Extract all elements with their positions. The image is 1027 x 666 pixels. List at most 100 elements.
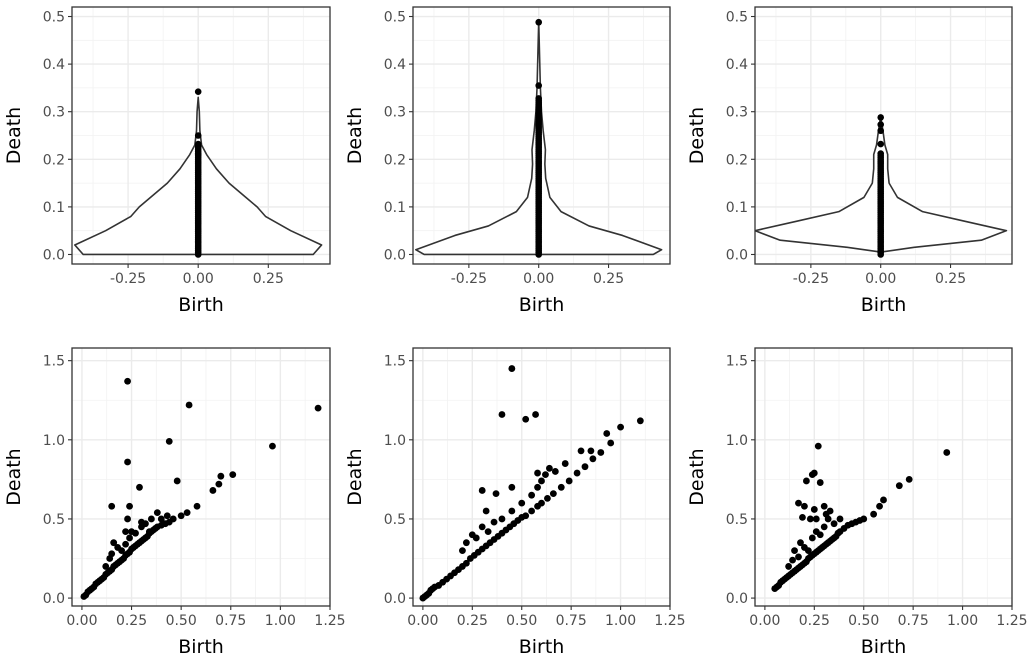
data-point bbox=[478, 487, 486, 494]
data-point bbox=[118, 547, 126, 555]
x-tick-label: 1.25 bbox=[654, 613, 685, 629]
data-point bbox=[816, 531, 824, 539]
data-point bbox=[812, 515, 820, 523]
y-axis-title: Death bbox=[3, 448, 25, 505]
data-point bbox=[535, 95, 543, 102]
data-point bbox=[532, 411, 539, 418]
data-layer bbox=[771, 442, 951, 592]
data-point bbox=[194, 132, 202, 139]
panel-border bbox=[754, 6, 1013, 265]
x-tick-label: 0.75 bbox=[556, 613, 587, 629]
panel-6-scatter: 0.00 0.25 0.50 0.75 1.00 1.25 0.0 0.5 1.0 1.5 Birt… bbox=[686, 347, 1027, 658]
data-point bbox=[581, 463, 589, 471]
data-point bbox=[860, 515, 868, 523]
data-point bbox=[795, 499, 802, 507]
y-tick-label: 0.2 bbox=[384, 152, 406, 168]
x-tick-label: 0.00 bbox=[66, 613, 97, 629]
data-point bbox=[478, 523, 486, 531]
data-point bbox=[185, 401, 193, 409]
data-point bbox=[880, 496, 887, 504]
y-tick-label: 0.2 bbox=[43, 152, 65, 168]
x-tick-label: 0.25 bbox=[799, 613, 830, 629]
data-point bbox=[102, 563, 110, 570]
data-point bbox=[177, 512, 185, 520]
data-point bbox=[905, 475, 913, 483]
data-point bbox=[814, 442, 822, 450]
data-point bbox=[877, 140, 885, 148]
data-point bbox=[877, 150, 885, 157]
y-tick-label: 0.5 bbox=[726, 10, 748, 26]
y-tick-label: 0.4 bbox=[726, 57, 748, 73]
x-tick-label: 0.50 bbox=[848, 613, 879, 629]
x-tick-label: 0.00 bbox=[749, 613, 780, 629]
x-tick-label: 0.75 bbox=[898, 613, 929, 629]
data-point bbox=[791, 547, 798, 555]
data-point bbox=[508, 365, 516, 372]
data-point bbox=[589, 455, 597, 463]
data-point bbox=[587, 447, 595, 455]
x-axis-title: Birth bbox=[861, 636, 907, 658]
x-tick-label: 0.00 bbox=[523, 271, 554, 287]
y-tick-label: 1.5 bbox=[43, 354, 65, 370]
data-point bbox=[535, 82, 543, 89]
data-point bbox=[193, 502, 201, 510]
data-point bbox=[169, 515, 177, 523]
data-point bbox=[132, 529, 139, 537]
y-tick-label: 1.5 bbox=[726, 354, 748, 370]
data-point bbox=[490, 518, 498, 526]
data-point bbox=[803, 477, 810, 485]
data-point bbox=[528, 491, 536, 499]
data-point bbox=[462, 539, 470, 547]
data-point bbox=[538, 477, 545, 485]
x-tick-label: 0.00 bbox=[865, 271, 896, 287]
y-tick-label: 0.3 bbox=[43, 105, 65, 121]
panel-border bbox=[754, 347, 1013, 607]
data-point bbox=[830, 520, 838, 528]
x-tick-label: 1.25 bbox=[996, 613, 1027, 629]
data-point bbox=[577, 447, 585, 455]
data-point bbox=[799, 513, 806, 521]
data-point bbox=[157, 515, 165, 523]
data-point bbox=[459, 547, 466, 555]
panel-4-scatter: 0.00 0.25 0.50 0.75 1.00 1.25 0.0 0.5 1.0 1.5 Birt… bbox=[3, 347, 346, 658]
data-point bbox=[146, 528, 153, 536]
y-tick-label: 0.0 bbox=[43, 591, 65, 607]
data-point bbox=[124, 515, 131, 523]
data-point bbox=[551, 468, 559, 475]
data-point bbox=[836, 515, 844, 523]
data-point bbox=[110, 539, 118, 547]
x-tick-label: -0.25 bbox=[110, 271, 146, 287]
x-axis-title: Birth bbox=[519, 636, 565, 658]
data-point bbox=[546, 464, 553, 472]
data-point bbox=[217, 472, 225, 480]
data-point bbox=[806, 515, 814, 523]
y-tick-label: 0.0 bbox=[384, 247, 406, 263]
data-point bbox=[153, 509, 161, 517]
data-point bbox=[895, 482, 903, 490]
data-point bbox=[561, 460, 569, 467]
data-layer bbox=[414, 18, 663, 258]
data-point bbox=[810, 506, 818, 513]
data-point bbox=[603, 430, 611, 437]
x-tick-label: 1.00 bbox=[947, 613, 978, 629]
y-tick-label: 0.5 bbox=[384, 10, 406, 26]
data-point bbox=[804, 547, 812, 555]
data-point bbox=[617, 423, 624, 431]
data-point bbox=[534, 469, 541, 477]
data-point bbox=[820, 502, 828, 510]
data-point bbox=[565, 477, 573, 485]
data-point bbox=[528, 507, 536, 515]
x-axis-title: Birth bbox=[178, 294, 224, 316]
data-point bbox=[124, 377, 131, 385]
panel-border bbox=[71, 6, 331, 265]
x-tick-label: 0.00 bbox=[407, 613, 438, 629]
x-tick-label: -0.25 bbox=[451, 271, 487, 287]
data-point bbox=[508, 507, 516, 515]
y-tick-label: 0.0 bbox=[43, 247, 65, 263]
x-tick-label: 0.75 bbox=[215, 613, 246, 629]
plot-background bbox=[755, 348, 1012, 606]
y-tick-label: 0.3 bbox=[726, 105, 748, 121]
y-tick-label: 1.0 bbox=[726, 433, 748, 449]
data-point bbox=[789, 556, 796, 564]
y-tick-label: 1.0 bbox=[43, 433, 65, 449]
